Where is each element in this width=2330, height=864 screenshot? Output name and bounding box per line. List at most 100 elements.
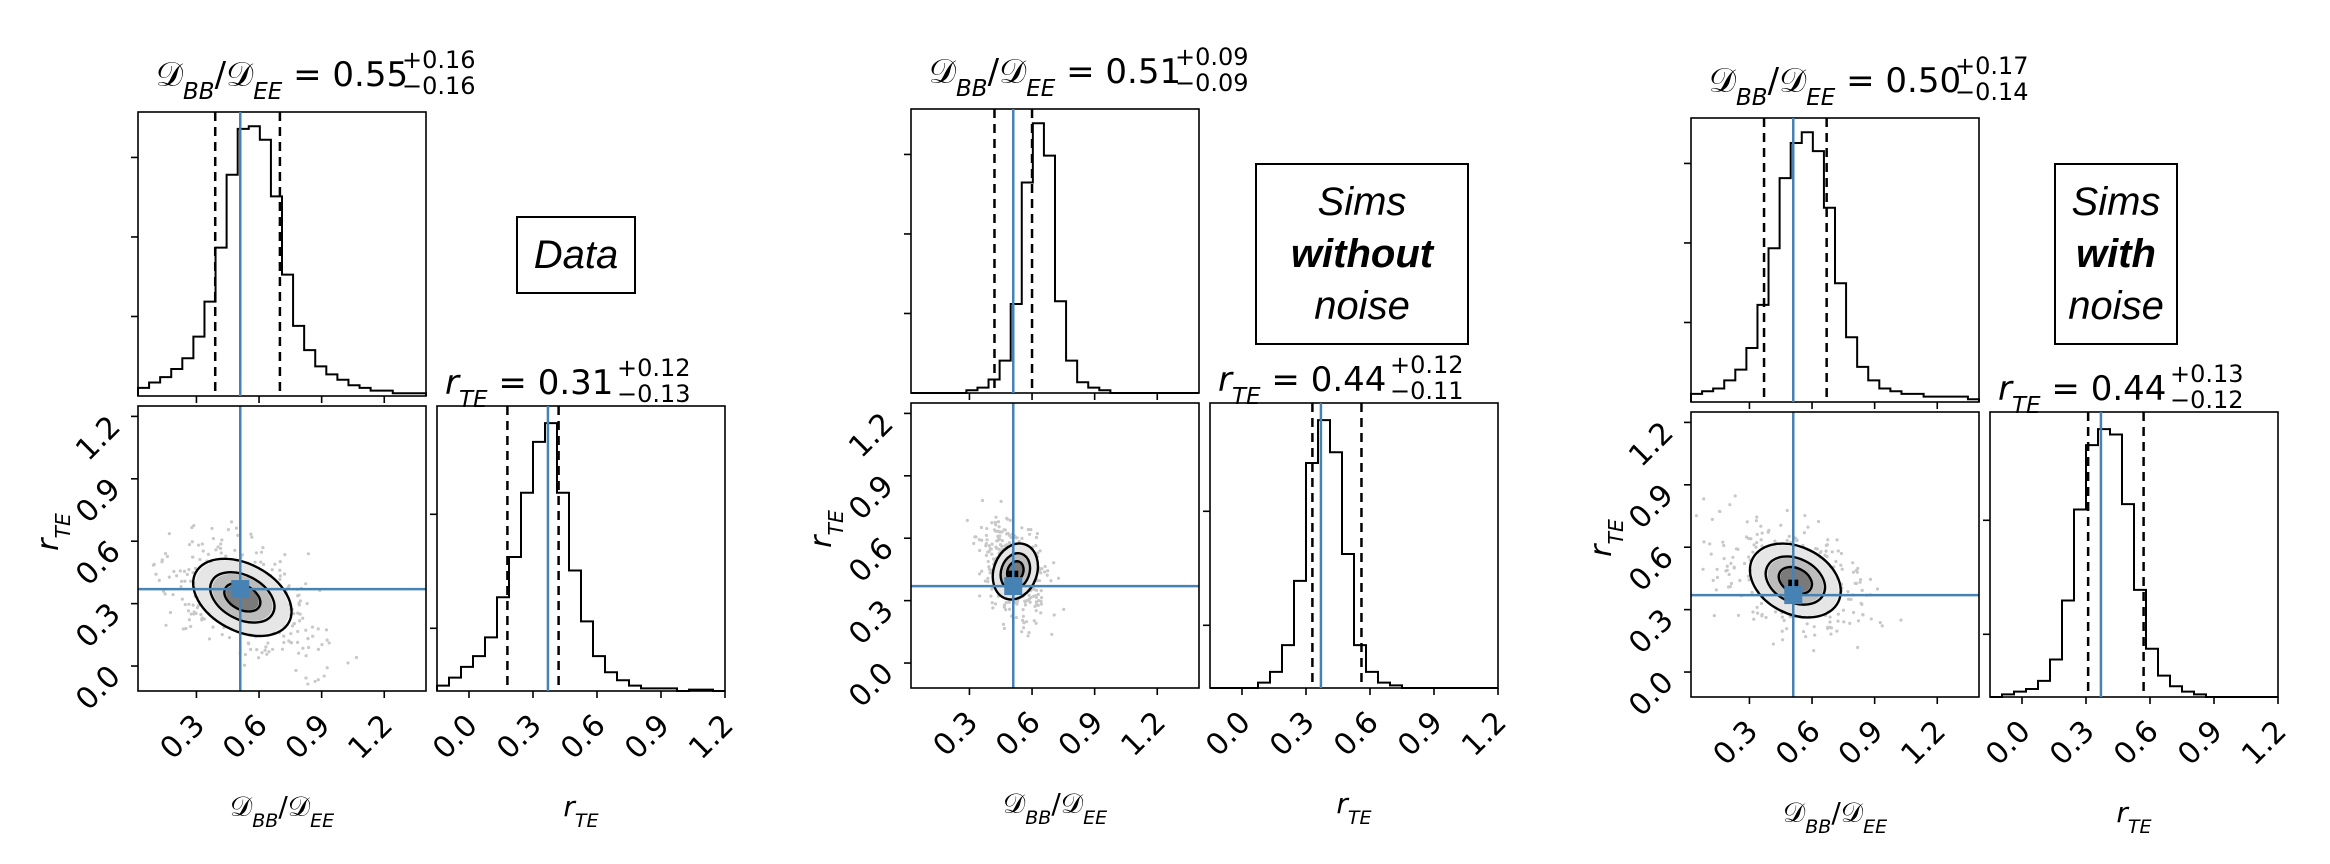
scatter-point xyxy=(325,638,329,642)
scatter-point xyxy=(1830,550,1834,554)
scatter-point xyxy=(979,525,984,530)
scatter-point xyxy=(1040,567,1044,571)
scatter-point xyxy=(1034,535,1039,540)
scatter-point xyxy=(1736,547,1740,551)
panel-label-line: Sims xyxy=(2071,180,2161,224)
scatter-point xyxy=(1813,633,1817,637)
scatter-point xyxy=(184,626,188,631)
scatter-point xyxy=(199,612,203,617)
scatter-point xyxy=(985,526,989,531)
scatter-point xyxy=(247,642,251,646)
title-param1-err-plus: +0.09 xyxy=(1175,43,1249,71)
scatter-point xyxy=(207,637,212,641)
scatter-point xyxy=(972,541,976,546)
scatter-point xyxy=(187,618,191,622)
scatter-point xyxy=(192,610,196,614)
scatter-point xyxy=(265,652,269,656)
scatter-point xyxy=(1733,494,1737,498)
scatter-point xyxy=(1020,630,1024,634)
scatter-point xyxy=(202,617,206,621)
scatter-point xyxy=(1744,535,1749,539)
scatter-point xyxy=(1795,538,1799,543)
scatter-point xyxy=(296,611,300,615)
scatter-point xyxy=(1045,573,1049,577)
scatter-xtick-label-3: 0.9 xyxy=(1052,705,1110,763)
scatter-point xyxy=(1828,620,1832,624)
scatter-point xyxy=(1880,624,1884,628)
ylabel-param2: rTE xyxy=(804,510,848,548)
scatter-point xyxy=(1835,538,1839,542)
scatter-point xyxy=(1842,620,1846,624)
hist-line-param2 xyxy=(1210,419,1498,689)
scatter-point xyxy=(254,551,259,555)
scatter-point xyxy=(287,584,291,588)
scatter-point xyxy=(172,569,176,574)
scatter-point xyxy=(1008,518,1012,522)
scatter-point xyxy=(1039,596,1044,600)
title-param1-err-minus: −0.16 xyxy=(402,72,476,100)
scatter-point xyxy=(164,623,168,627)
scatter-point xyxy=(1725,568,1729,572)
scatter-point xyxy=(1021,626,1026,630)
scatter-point xyxy=(1812,625,1816,629)
scatter-point xyxy=(1785,627,1789,631)
scatter-point xyxy=(1034,543,1038,548)
scatter-point xyxy=(248,647,253,652)
scatter-point xyxy=(1039,571,1043,575)
scatter-point xyxy=(980,498,985,503)
scatter-point xyxy=(1787,534,1791,538)
scatter-point xyxy=(289,632,293,636)
scatter-point xyxy=(190,526,194,530)
title-param1: 𝒟BB/𝒟EE = 0.50 xyxy=(1709,61,1961,111)
scatter-point xyxy=(1043,564,1047,569)
scatter-point xyxy=(226,528,230,532)
scatter-point xyxy=(304,676,308,680)
scatter-point xyxy=(1000,530,1004,534)
scatter-xtick-label-2: 0.6 xyxy=(1769,714,1827,772)
scatter-point xyxy=(1782,618,1786,623)
scatter-point xyxy=(1855,645,1860,650)
scatter-xtick-label-1: 0.3 xyxy=(927,705,985,763)
scatter-point xyxy=(180,597,184,601)
scatter-point xyxy=(264,645,268,649)
panel-label-box-1: Data xyxy=(516,216,636,294)
scatter-ytick-label-2: 0.3 xyxy=(842,594,900,652)
scatter-point xyxy=(1026,527,1030,532)
scatter-point xyxy=(295,640,300,644)
scatter-point xyxy=(1023,600,1027,604)
scatter-point xyxy=(210,526,214,531)
scatter-point xyxy=(280,647,285,651)
scatter-point xyxy=(292,622,296,626)
scatter-point xyxy=(181,627,185,631)
scatter-point xyxy=(1806,525,1810,529)
scatter-point xyxy=(240,553,244,557)
scatter-point xyxy=(233,548,237,552)
scatter-point xyxy=(1029,528,1033,532)
scatter-point xyxy=(267,650,271,654)
scatter-ytick-label-3: 0.6 xyxy=(842,531,900,589)
title-param2-err-minus: −0.12 xyxy=(2170,386,2244,414)
scatter-point xyxy=(316,647,321,651)
scatter-point xyxy=(1868,577,1873,582)
scatter-point xyxy=(1015,536,1019,540)
scatter-point xyxy=(278,574,282,578)
scatter-xtick-label-4: 1.2 xyxy=(1894,714,1952,772)
scatter-point xyxy=(320,642,324,647)
scatter-ytick-label-4: 0.9 xyxy=(842,469,900,527)
scatter-xtick-label-3: 0.9 xyxy=(1832,714,1890,772)
scatter-point xyxy=(1858,580,1862,584)
scatter-point xyxy=(1836,619,1840,623)
scatter-point xyxy=(973,535,977,539)
scatter-point xyxy=(1732,565,1736,569)
scatter-point xyxy=(1751,610,1755,614)
scatter-point xyxy=(200,618,204,622)
scatter-frame xyxy=(1690,411,1980,698)
scatter-point xyxy=(1878,621,1882,625)
hist-line-param2 xyxy=(436,422,725,692)
scatter-point xyxy=(1731,555,1735,559)
scatter-point xyxy=(984,533,989,537)
scatter-point xyxy=(1711,578,1715,582)
hist-xtick-label-param2-5: 1.2 xyxy=(1455,705,1513,763)
scatter-point xyxy=(190,540,194,544)
scatter-point xyxy=(1694,514,1699,518)
